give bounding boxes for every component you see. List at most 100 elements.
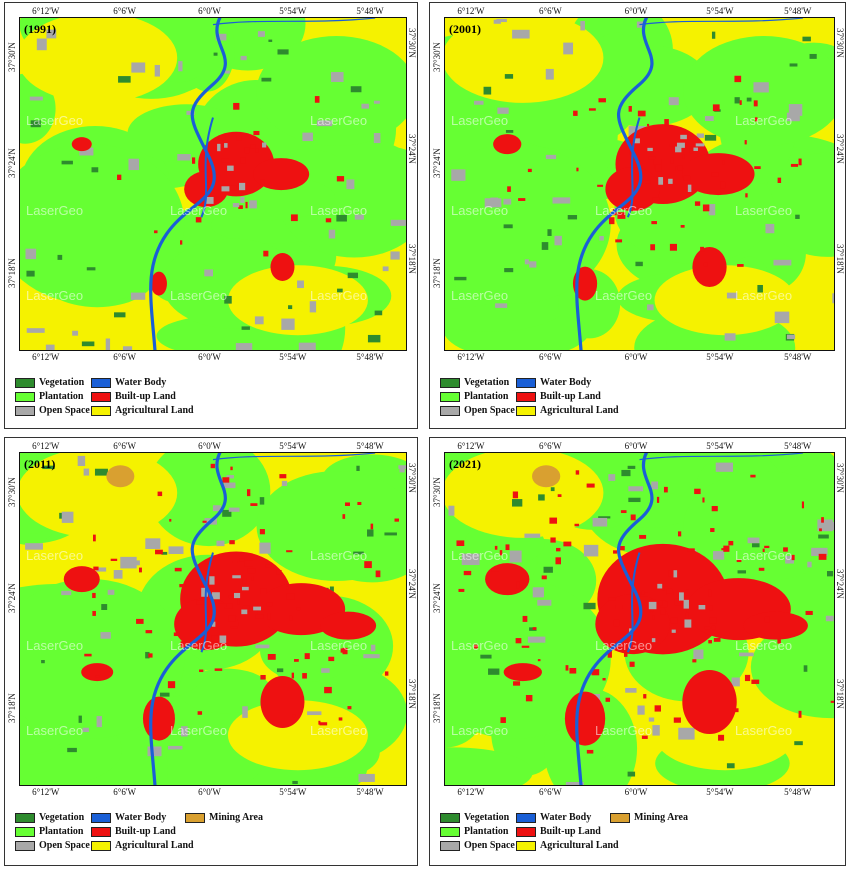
- watermark: LaserGeo: [170, 203, 228, 218]
- longitude-tick-label: 6°12'W: [32, 6, 60, 16]
- legend-swatch: [15, 377, 35, 388]
- year-label: (2001): [449, 22, 481, 36]
- latitude-tick-label: 37°18'N: [835, 679, 845, 709]
- legend-swatch: [516, 377, 536, 388]
- latitude-tick-label: 37°30'N: [407, 463, 417, 493]
- land-cover-raster: [445, 453, 834, 785]
- legend-label: Agricultural Land: [540, 840, 619, 851]
- watermark: LaserGeo: [26, 638, 84, 653]
- legend-swatch: [440, 826, 460, 837]
- legend-label: Plantation: [464, 391, 509, 402]
- legend-item: Water Body: [516, 377, 591, 388]
- latitude-tick-label: 37°18'N: [432, 693, 442, 723]
- longitude-tick-label: 6°6'W: [539, 441, 562, 451]
- legend-label: Vegetation: [464, 377, 510, 388]
- legend-label: Vegetation: [464, 812, 510, 823]
- watermark: LaserGeo: [310, 113, 368, 128]
- longitude-tick-label: 6°12'W: [457, 787, 485, 797]
- watermark: LaserGeo: [451, 548, 509, 563]
- longitude-tick-label: 6°6'W: [113, 352, 136, 362]
- longitude-tick-label: 6°0'W: [624, 787, 648, 797]
- longitude-tick-label: 5°54'W: [706, 352, 734, 362]
- land-cover-map: (2021) LaserGeo LaserGeo LaserGeo LaserGeo La…: [444, 452, 835, 786]
- legend-swatch: [440, 391, 460, 402]
- legend-swatch: [91, 391, 111, 402]
- legend-item: Plantation: [440, 826, 508, 837]
- watermark: LaserGeo: [170, 288, 228, 303]
- legend-label: Plantation: [464, 826, 509, 837]
- legend-item: Open Space: [15, 840, 90, 851]
- year-label: (1991): [24, 22, 56, 36]
- longitude-tick-label: 6°12'W: [457, 352, 485, 362]
- legend-item: Plantation: [440, 391, 508, 402]
- longitude-tick-label: 6°0'W: [198, 441, 221, 451]
- legend-label: Built-up Land: [540, 391, 601, 402]
- legend-swatch: [91, 826, 111, 837]
- latitude-tick-label: 37°18'N: [432, 258, 442, 288]
- longitude-tick-label: 5°48'W: [356, 787, 384, 797]
- latitude-tick-label: 37°24'N: [7, 148, 17, 179]
- latitude-tick-label: 37°18'N: [835, 244, 845, 274]
- watermark: LaserGeo: [451, 113, 509, 128]
- watermark: LaserGeo: [310, 203, 368, 218]
- watermark: LaserGeo: [310, 548, 368, 563]
- longitude-tick-label: 5°54'W: [706, 441, 734, 451]
- land-cover-map: (1991) LaserGeo LaserGeo LaserGeo LaserGeo La…: [19, 17, 407, 351]
- longitude-tick-label: 5°54'W: [279, 787, 307, 797]
- legend-label: Water Body: [540, 812, 592, 823]
- longitude-tick-label: 5°48'W: [784, 441, 812, 451]
- watermark: LaserGeo: [310, 723, 368, 738]
- legend-item: Water Body: [91, 812, 166, 823]
- longitude-tick-label: 6°12'W: [32, 352, 60, 362]
- latitude-tick-label: 37°30'N: [432, 42, 442, 73]
- legend-swatch: [91, 840, 111, 851]
- longitude-tick-label: 6°0'W: [198, 787, 221, 797]
- watermark: LaserGeo: [735, 113, 793, 128]
- latitude-tick-label: 37°24'N: [407, 569, 417, 600]
- legend-label: Built-up Land: [115, 826, 176, 837]
- legend-swatch: [15, 812, 35, 823]
- latitude-tick-label: 37°30'N: [407, 28, 417, 58]
- latitude-tick-label: 37°30'N: [7, 42, 17, 73]
- watermark: LaserGeo: [170, 723, 228, 738]
- legend-swatch: [440, 377, 460, 388]
- legend-item: Vegetation: [15, 812, 84, 823]
- longitude-tick-label: 6°12'W: [457, 441, 485, 451]
- legend-label: Water Body: [540, 377, 592, 388]
- map-legend: Vegetation Plantation Open Space Water Body…: [15, 812, 409, 862]
- latitude-tick-label: 37°24'N: [835, 569, 845, 600]
- legend-item: Built-up Land: [516, 826, 601, 837]
- legend-swatch: [91, 377, 111, 388]
- year-label: (2021): [449, 457, 481, 471]
- legend-swatch: [15, 405, 35, 416]
- legend-label: Open Space: [464, 405, 515, 416]
- legend-swatch: [516, 405, 536, 416]
- legend-swatch: [516, 840, 536, 851]
- legend-item: Plantation: [15, 826, 83, 837]
- legend-swatch: [440, 840, 460, 851]
- legend-item: Open Space: [15, 405, 90, 416]
- longitude-tick-label: 5°54'W: [279, 441, 307, 451]
- map-panel-0: (1991) LaserGeo LaserGeo LaserGeo LaserGeo La…: [4, 2, 418, 429]
- legend-item: Vegetation: [15, 377, 84, 388]
- legend-item: Built-up Land: [91, 391, 176, 402]
- legend-item: Agricultural Land: [516, 405, 619, 416]
- legend-item: Mining Area: [610, 812, 688, 823]
- legend-item: Open Space: [440, 405, 515, 416]
- legend-item: Agricultural Land: [91, 405, 194, 416]
- longitude-tick-label: 5°48'W: [356, 441, 384, 451]
- latitude-tick-label: 37°24'N: [835, 134, 845, 165]
- legend-swatch: [15, 840, 35, 851]
- watermark: LaserGeo: [310, 638, 368, 653]
- map-panel-1: (2001) LaserGeo LaserGeo LaserGeo LaserGeo La…: [429, 2, 846, 429]
- map-legend: Vegetation Plantation Open Space Water Body…: [440, 377, 837, 427]
- longitude-tick-label: 5°48'W: [356, 352, 384, 362]
- watermark: LaserGeo: [451, 288, 509, 303]
- legend-item: Built-up Land: [516, 391, 601, 402]
- watermark: LaserGeo: [310, 288, 368, 303]
- watermark: LaserGeo: [26, 548, 84, 563]
- land-cover-raster: [20, 453, 406, 785]
- legend-swatch: [440, 405, 460, 416]
- longitude-tick-label: 6°6'W: [113, 787, 136, 797]
- watermark: LaserGeo: [451, 203, 509, 218]
